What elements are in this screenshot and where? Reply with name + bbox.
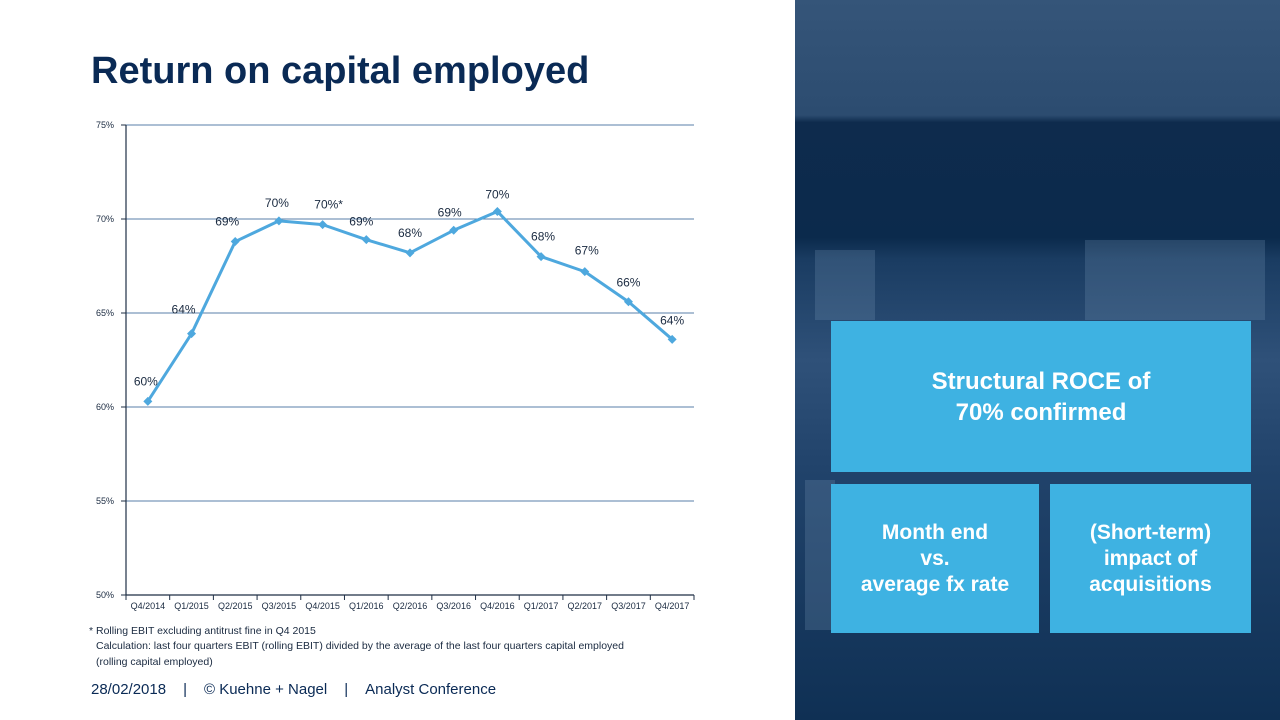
y-tick-label: 75% bbox=[96, 120, 114, 130]
y-tick-label: 60% bbox=[96, 402, 114, 412]
data-label: 70% bbox=[265, 196, 289, 210]
x-tick-label: Q3/2017 bbox=[611, 601, 646, 611]
data-point bbox=[623, 297, 633, 307]
footer-date: 28/02/2018 bbox=[91, 681, 167, 698]
data-point bbox=[318, 220, 328, 230]
data-point bbox=[536, 252, 546, 262]
data-label: 66% bbox=[616, 276, 640, 290]
x-tick-label: Q3/2016 bbox=[436, 601, 471, 611]
data-label: 69% bbox=[215, 215, 239, 229]
x-tick-label: Q4/2016 bbox=[480, 601, 515, 611]
data-label: 68% bbox=[398, 226, 422, 240]
x-tick-label: Q2/2016 bbox=[393, 601, 428, 611]
footnote-calculation-cont: (rolling capital employed) bbox=[96, 656, 213, 668]
left-box-line-1: vs. bbox=[920, 546, 950, 570]
roce-confirmed-box: Structural ROCE of 70% confirmed bbox=[831, 321, 1251, 472]
left-box-line-0: Month end bbox=[881, 520, 989, 544]
data-point bbox=[580, 267, 590, 277]
x-tick-label: Q4/2015 bbox=[305, 601, 340, 611]
footer-event: Analyst Conference bbox=[365, 681, 497, 698]
x-tick-label: Q1/2017 bbox=[524, 601, 559, 611]
data-label: 70% bbox=[485, 187, 509, 201]
x-tick-label: Q4/2014 bbox=[131, 601, 166, 611]
right-box-line-1: impact of bbox=[1103, 546, 1198, 570]
data-point bbox=[405, 248, 415, 258]
page-title: Return on capital employed bbox=[91, 50, 590, 92]
data-point bbox=[230, 237, 240, 247]
data-point bbox=[361, 235, 371, 245]
data-point bbox=[492, 206, 502, 216]
fx-rate-box: Month end vs. average fx rate bbox=[831, 484, 1039, 633]
x-tick-label: Q4/2017 bbox=[655, 601, 690, 611]
x-tick-label: Q1/2015 bbox=[174, 601, 209, 611]
y-tick-label: 70% bbox=[96, 214, 114, 224]
data-label: 67% bbox=[575, 244, 599, 258]
footer: 28/02/2018 | © Kuehne + Nagel | Analyst Conf… bbox=[91, 681, 496, 698]
y-tick-label: 50% bbox=[96, 590, 114, 600]
data-point bbox=[187, 329, 197, 339]
left-box-line-2: average fx rate bbox=[860, 572, 1010, 596]
x-tick-label: Q2/2017 bbox=[568, 601, 603, 611]
data-label: 69% bbox=[349, 215, 373, 229]
data-label: 68% bbox=[531, 230, 555, 244]
y-tick-label: 55% bbox=[96, 496, 114, 506]
data-label: 60% bbox=[134, 374, 158, 388]
x-tick-label: Q1/2016 bbox=[349, 601, 384, 611]
footer-company: © Kuehne + Nagel bbox=[203, 681, 328, 698]
main-box-line-1: 70% confirmed bbox=[955, 398, 1127, 426]
data-label: 64% bbox=[660, 313, 684, 327]
data-point bbox=[143, 396, 153, 406]
roce-series-line bbox=[146, 209, 674, 403]
roce-line-chart: 50% 55% 60% 65% 70% 75% Q4/2014 Q1/2015 Q2/2015 Q… bbox=[96, 120, 695, 611]
data-point bbox=[667, 334, 677, 344]
data-label: 64% bbox=[172, 303, 196, 317]
footer-separator: | bbox=[344, 681, 349, 698]
x-tick-label: Q2/2015 bbox=[218, 601, 253, 611]
x-tick-label: Q3/2015 bbox=[262, 601, 297, 611]
footer-separator: | bbox=[183, 681, 187, 698]
right-box-line-0: (Short-term) bbox=[1089, 520, 1212, 544]
footnote-calculation: Calculation: last four quarters EBIT (ro… bbox=[96, 640, 624, 652]
right-box-line-2: acquisitions bbox=[1089, 572, 1212, 596]
acquisitions-box: (Short-term) impact of acquisitions bbox=[1050, 484, 1251, 633]
data-label: 70%* bbox=[314, 198, 343, 212]
data-point bbox=[449, 225, 459, 235]
footnote-rolling-ebit: * Rolling EBIT excluding antitrust fine … bbox=[89, 625, 316, 637]
data-point bbox=[274, 216, 284, 226]
data-label: 69% bbox=[438, 205, 462, 219]
y-tick-label: 65% bbox=[96, 308, 114, 318]
main-box-line-0: Structural ROCE of bbox=[931, 367, 1151, 395]
